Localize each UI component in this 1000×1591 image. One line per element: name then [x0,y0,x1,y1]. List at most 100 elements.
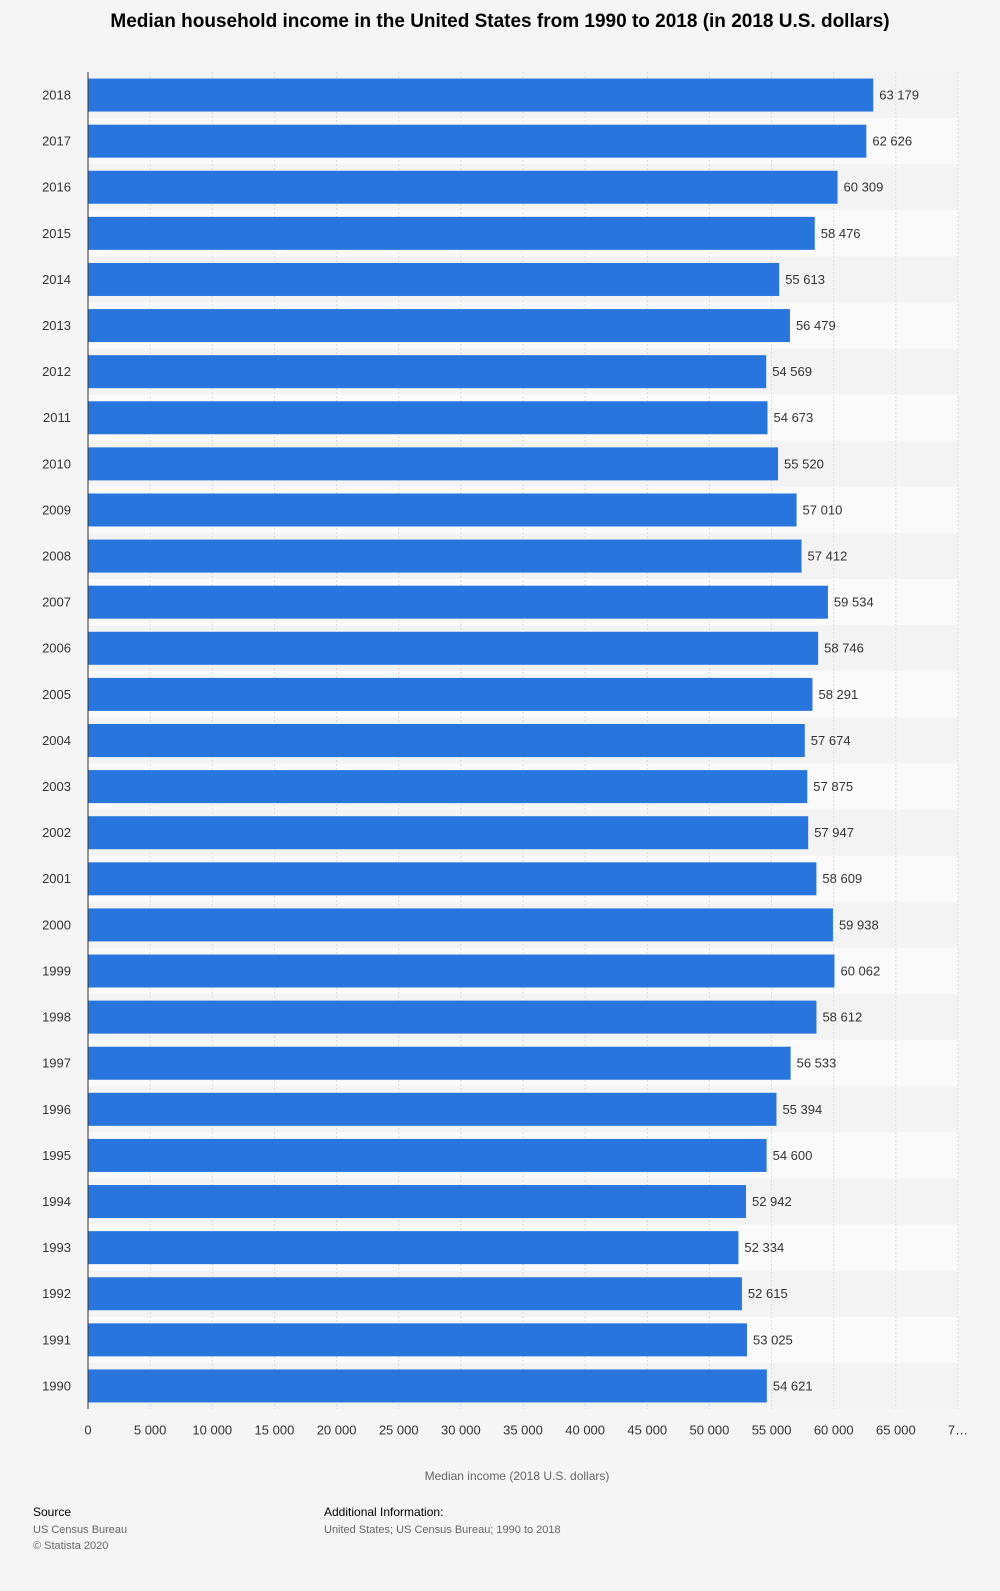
y-tick-label: 1997 [42,1056,71,1071]
y-tick-label: 2004 [42,733,71,748]
x-tick-label: 5 000 [134,1422,167,1437]
x-axis-label: Median income (2018 U.S. dollars) [425,1469,610,1483]
bar [88,78,874,112]
y-tick-label: 1991 [42,1332,71,1347]
bar [88,493,797,527]
bar [88,262,780,296]
y-tick-label: 2001 [42,871,71,886]
bar [88,216,815,250]
value-label: 54 600 [773,1148,813,1163]
bar [88,908,833,942]
value-label: 52 942 [752,1194,792,1209]
bar [88,1277,742,1311]
value-label: 56 533 [797,1056,837,1071]
bar [88,447,779,481]
source-line: US Census Bureau [33,1524,127,1536]
info-title: Additional Information: [324,1505,443,1519]
y-tick-label: 1999 [42,963,71,978]
y-tick-label: 2007 [42,595,71,610]
y-tick-label: 2008 [42,549,71,564]
x-tick-label: 30 000 [441,1422,481,1437]
value-label: 54 621 [773,1378,813,1393]
bar [88,724,805,757]
value-label: 63 179 [879,87,919,102]
x-tick-label: 65 000 [876,1422,916,1437]
bar [88,539,802,573]
bar [88,124,867,158]
x-tick-label: 7… [948,1422,968,1437]
y-tick-label: 1994 [42,1194,71,1209]
bar [88,1231,739,1265]
y-tick-label: 2006 [42,641,71,656]
bar [88,1369,767,1403]
value-label: 57 010 [803,502,843,517]
value-label: 53 025 [753,1332,793,1347]
value-label: 56 479 [796,318,836,333]
y-tick-label: 1993 [42,1240,71,1255]
bar [88,1185,746,1219]
bar [88,585,828,619]
x-tick-label: 15 000 [255,1422,295,1437]
bar [88,355,767,389]
y-tick-label: 2011 [43,410,71,425]
bar [88,677,813,711]
bar [88,954,835,988]
x-tick-label: 20 000 [317,1422,357,1437]
value-label: 55 520 [784,456,824,471]
source-title: Source [33,1505,71,1519]
x-tick-label: 25 000 [379,1422,419,1437]
value-label: 57 412 [808,549,848,564]
value-label: 57 947 [814,825,854,840]
value-label: 59 938 [839,917,879,932]
y-tick-label: 1992 [42,1286,71,1301]
value-label: 54 673 [774,410,814,425]
y-tick-label: 1998 [42,1010,71,1025]
x-tick-label: 45 000 [627,1422,667,1437]
value-label: 58 746 [824,641,864,656]
y-tick-label: 2015 [42,226,71,241]
x-tick-label: 50 000 [690,1422,730,1437]
x-tick-label: 0 [84,1422,91,1437]
bar [88,401,768,435]
bar [88,862,817,896]
x-tick-label: 10 000 [192,1422,232,1437]
bar [88,1000,817,1034]
y-tick-label: 2000 [42,917,71,932]
source-line: © Statista 2020 [33,1540,108,1552]
value-label: 55 613 [785,272,825,287]
y-tick-label: 2003 [42,779,71,794]
bar [88,1092,777,1126]
value-label: 58 609 [822,871,862,886]
value-label: 60 062 [840,963,880,978]
y-tick-label: 2002 [42,825,71,840]
value-label: 59 534 [834,595,874,610]
y-tick-label: 1995 [42,1148,71,1163]
bar [88,170,838,204]
y-tick-label: 2010 [42,456,71,471]
bar [88,631,819,665]
y-tick-label: 2016 [42,180,71,195]
y-tick-label: 1990 [42,1378,71,1393]
chart-title: Median household income in the United St… [110,11,889,32]
y-tick-label: 1996 [42,1102,71,1117]
bar [88,816,809,850]
bar [88,309,790,343]
bar [88,1046,791,1080]
y-tick-label: 2009 [42,502,71,517]
value-label: 57 875 [813,779,853,794]
bar [88,1138,767,1172]
value-label: 60 309 [844,180,884,195]
y-tick-label: 2013 [42,318,71,333]
value-label: 52 334 [744,1240,784,1255]
x-tick-label: 40 000 [565,1422,605,1437]
value-label: 52 615 [748,1286,788,1301]
value-label: 58 476 [821,226,861,241]
y-tick-label: 2017 [42,134,71,149]
value-label: 58 612 [822,1010,862,1025]
value-label: 62 626 [872,134,912,149]
bar [88,770,808,804]
x-tick-label: 55 000 [752,1422,792,1437]
value-label: 58 291 [818,687,858,702]
x-tick-label: 35 000 [503,1422,543,1437]
y-tick-label: 2012 [42,364,71,379]
